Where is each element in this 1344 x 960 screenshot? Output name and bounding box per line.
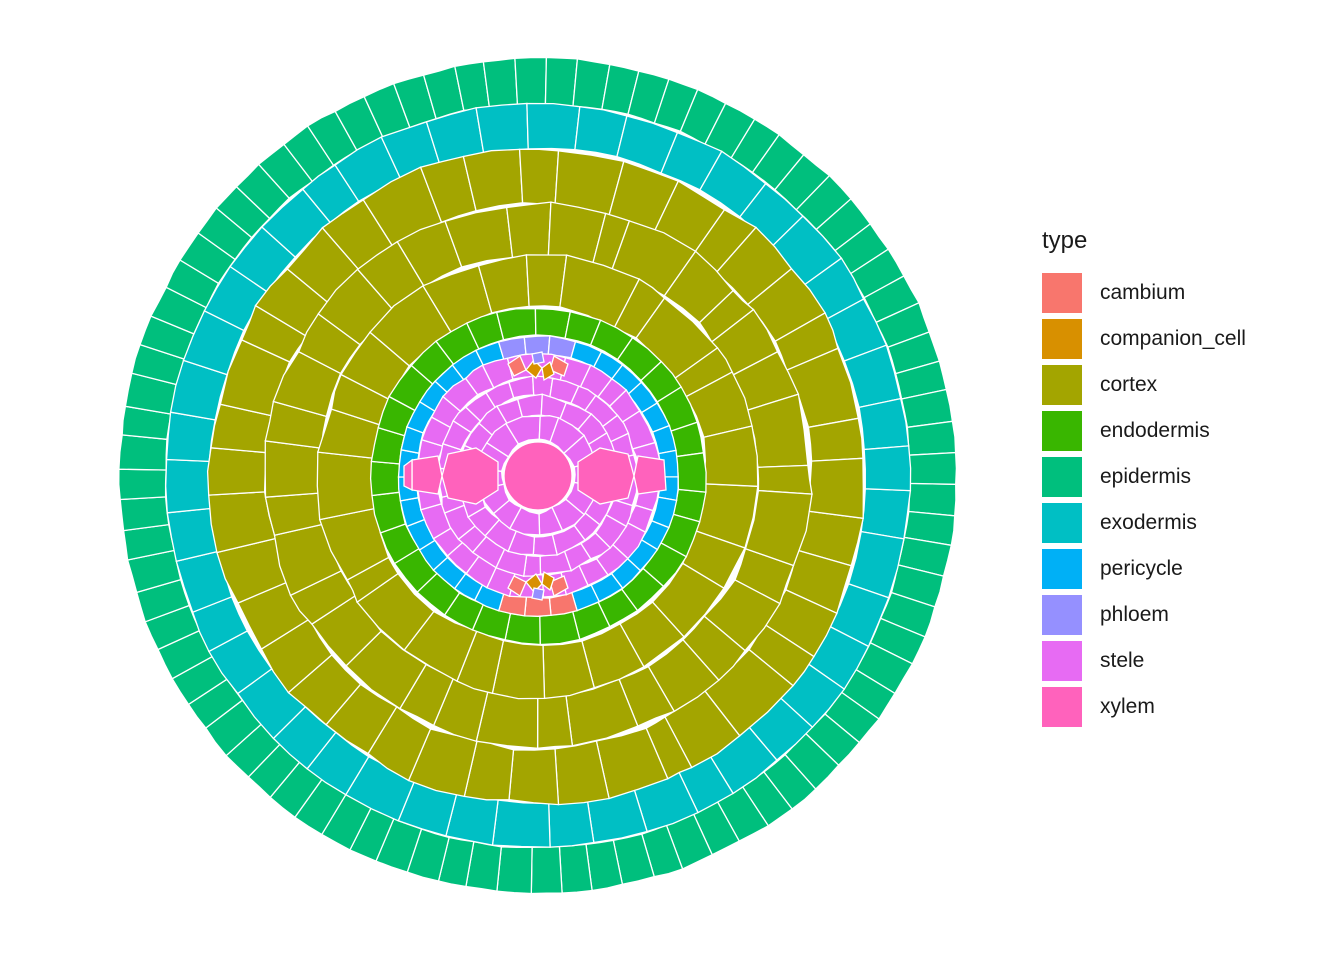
legend-item-pericycle: pericycle <box>1042 546 1246 592</box>
legend-label-endodermis: endodermis <box>1100 419 1210 442</box>
cortex-cell <box>508 748 560 806</box>
legend-item-exodermis: exodermis <box>1042 500 1246 546</box>
legend-swatch-xylem <box>1042 687 1082 727</box>
legend-item-xylem: xylem <box>1042 684 1246 730</box>
exodermis-cell <box>863 445 912 492</box>
legend-label-cortex: cortex <box>1100 373 1158 396</box>
phloem-cell-top <box>531 351 545 365</box>
legend-swatch-endodermis <box>1042 411 1082 451</box>
exodermis-cell <box>860 488 912 540</box>
epidermis-cell <box>118 434 168 471</box>
cortex-cell <box>536 693 574 750</box>
exodermis-cell <box>165 411 216 463</box>
legend-label-phloem: phloem <box>1100 603 1169 626</box>
legend-item-companion_cell: companion_cell <box>1042 316 1246 362</box>
epidermis-cell <box>530 845 563 895</box>
legend-swatch-companion_cell <box>1042 319 1082 359</box>
companion-cell-topb <box>541 360 555 382</box>
epidermis-cell <box>118 468 167 501</box>
legend-item-stele: stele <box>1042 638 1246 684</box>
cell-layer <box>118 56 958 895</box>
epidermis-cell <box>496 846 533 895</box>
endodermis-cell <box>369 460 401 497</box>
stele-cell <box>516 393 543 419</box>
epidermis-cell <box>558 843 593 894</box>
xylem-vessel-left-edge <box>403 458 413 492</box>
xylem-vessel-left-outer <box>411 455 443 495</box>
legend-swatch-cambium <box>1042 273 1082 313</box>
cortex-cell <box>264 440 322 498</box>
phloem-cell-bottom <box>531 587 545 601</box>
legend-item-cortex: cortex <box>1042 362 1246 408</box>
epidermis-cell <box>514 56 548 106</box>
legend-label-xylem: xylem <box>1100 695 1155 718</box>
legend-item-endodermis: endodermis <box>1042 408 1246 454</box>
epidermis-cell <box>908 451 958 485</box>
epidermis-cell <box>119 496 170 532</box>
cortex-cell <box>505 201 552 260</box>
cortex-cell <box>805 457 864 520</box>
legend-label-cambium: cambium <box>1100 281 1186 304</box>
epidermis-cell <box>482 57 519 110</box>
legend-label-stele: stele <box>1100 649 1145 672</box>
epidermis-cell <box>544 56 579 107</box>
companion-cell-bottomb <box>541 570 555 592</box>
legend-swatch-epidermis <box>1042 457 1082 497</box>
xylem-vessel-right-inner <box>577 447 635 505</box>
legend-swatch-exodermis <box>1042 503 1082 543</box>
legend-title: type <box>1042 227 1088 254</box>
legend-label-companion_cell: companion_cell <box>1100 327 1246 350</box>
exodermis-cell <box>858 397 910 451</box>
exodermis-cell <box>526 102 581 151</box>
endodermis-cell <box>534 307 572 340</box>
cortex-cell <box>316 451 377 521</box>
legend-item-epidermis: epidermis <box>1042 454 1246 500</box>
legend-swatch-cortex <box>1042 365 1082 405</box>
exodermis-cell <box>548 800 595 848</box>
legend-swatch-phloem <box>1042 595 1082 635</box>
stele-cell <box>532 534 559 557</box>
legend-item-phloem: phloem <box>1042 592 1246 638</box>
cortex-cell <box>703 425 759 487</box>
legend-label-exodermis: exodermis <box>1100 511 1197 534</box>
endodermis-cell <box>674 452 707 493</box>
cortex-cell <box>518 148 560 207</box>
xylem-vessel-left-inner <box>441 447 499 505</box>
phloem-cell <box>523 335 551 356</box>
xylem-vessel-right-outer <box>633 455 667 495</box>
cortex-cell <box>206 447 268 496</box>
endodermis-cell <box>495 307 537 341</box>
cortex-cell <box>757 464 813 495</box>
legend-swatch-stele <box>1042 641 1082 681</box>
legend-item-cambium: cambium <box>1042 270 1246 316</box>
epidermis-cell <box>906 420 957 456</box>
legend-label-epidermis: epidermis <box>1100 465 1192 488</box>
cortex-cell <box>744 489 813 567</box>
epidermis-cell <box>908 482 957 517</box>
exodermis-cell <box>491 799 551 848</box>
exodermis-cell <box>165 458 212 514</box>
legend-label-pericycle: pericycle <box>1100 557 1183 580</box>
exodermis-cell <box>475 102 529 155</box>
legend-swatch-pericycle <box>1042 549 1082 589</box>
endodermis-cell <box>504 612 541 646</box>
xylem-central-vessel <box>503 441 573 511</box>
